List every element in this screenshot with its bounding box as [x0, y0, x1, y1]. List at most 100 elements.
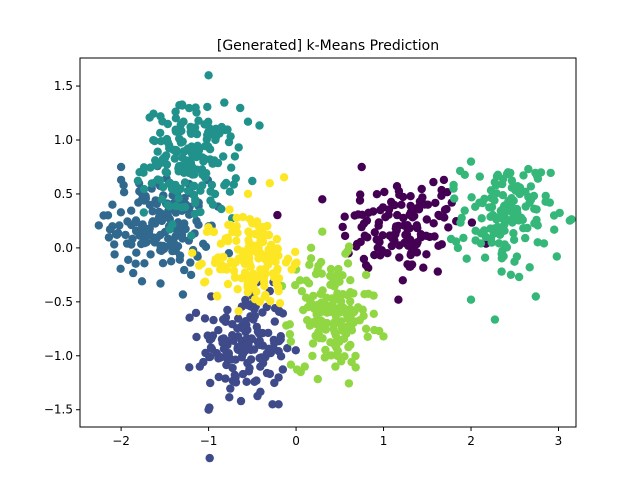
- scatter-point-cluster-5: [342, 309, 351, 319]
- scatter-point-cluster-4: [467, 193, 476, 202]
- scatter-point-cluster-0: [414, 205, 424, 214]
- scatter-point-cluster-5: [338, 271, 347, 280]
- scatter-point-cluster-4: [460, 170, 469, 179]
- x-tick-label: 3: [555, 434, 563, 448]
- scatter-point-cluster-5: [329, 319, 338, 328]
- scatter-point-cluster-5: [297, 287, 307, 296]
- scatter-point-cluster-4: [507, 176, 517, 185]
- scatter-point-cluster-6: [233, 228, 242, 238]
- scatter-point-cluster-1: [278, 309, 288, 318]
- scatter-point-cluster-3: [255, 121, 264, 130]
- scatter-point-cluster-1: [283, 344, 292, 353]
- scatter-point-cluster-6: [208, 227, 218, 236]
- scatter-point-cluster-0: [417, 184, 426, 194]
- scatter-point-cluster-6: [274, 251, 283, 260]
- scatter-point-cluster-5: [308, 351, 317, 361]
- scatter-point-cluster-2: [128, 234, 137, 243]
- scatter-point-cluster-6: [256, 228, 265, 237]
- scatter-point-cluster-1: [234, 314, 243, 323]
- scatter-point-cluster-0: [370, 228, 379, 237]
- y-tick-label: 1.0: [54, 133, 73, 147]
- scatter-point-cluster-6: [245, 215, 255, 224]
- scatter-point-cluster-4: [490, 315, 500, 324]
- scatter-point-cluster-3: [180, 202, 190, 212]
- scatter-point-cluster-0: [356, 237, 365, 247]
- y-tick-label: −1.0: [44, 349, 73, 363]
- scatter-point-cluster-4: [480, 253, 490, 262]
- scatter-point-cluster-6: [244, 227, 253, 236]
- scatter-point-cluster-4: [475, 172, 484, 181]
- scatter-point-cluster-1: [253, 391, 262, 401]
- data-points: [94, 71, 576, 463]
- scatter-point-cluster-0: [416, 233, 426, 242]
- scatter-point-cluster-4: [503, 168, 513, 177]
- scatter-point-cluster-5: [299, 305, 308, 315]
- scatter-point-cluster-1: [252, 376, 261, 385]
- scatter-point-cluster-1: [249, 345, 259, 354]
- y-tick-label: 1.5: [54, 79, 73, 93]
- scatter-point-cluster-0: [380, 187, 389, 197]
- scatter-point-cluster-4: [488, 210, 497, 220]
- scatter-point-cluster-2: [113, 228, 123, 238]
- scatter-point-cluster-1: [201, 348, 210, 358]
- scatter-point-cluster-3: [201, 142, 210, 151]
- scatter-point-cluster-0: [388, 231, 397, 240]
- scatter-point-cluster-4: [509, 235, 519, 244]
- scatter-point-cluster-5: [326, 271, 335, 281]
- scatter-point-cluster-3: [178, 101, 187, 110]
- scatter-point-cluster-3: [165, 202, 174, 211]
- x-tick-label: 1: [380, 434, 388, 448]
- scatter-point-cluster-4: [460, 206, 469, 215]
- scatter-point-cluster-6: [214, 253, 223, 262]
- scatter-point-cluster-5: [302, 276, 311, 285]
- scatter-point-cluster-5: [363, 332, 372, 341]
- scatter-point-cluster-1: [241, 295, 250, 305]
- scatter-point-cluster-0: [406, 192, 415, 201]
- scatter-point-cluster-0: [361, 261, 371, 270]
- scatter-point-cluster-3: [153, 147, 162, 156]
- scatter-point-cluster-5: [322, 351, 331, 360]
- scatter-point-cluster-3: [200, 154, 209, 164]
- scatter-point-cluster-1: [200, 314, 210, 323]
- scatter-point-cluster-4: [490, 196, 499, 205]
- scatter-point-cluster-4: [532, 215, 541, 225]
- scatter-point-cluster-5: [306, 243, 316, 252]
- scatter-point-cluster-2: [116, 264, 125, 273]
- scatter-point-cluster-3: [147, 179, 156, 188]
- scatter-point-cluster-0: [340, 212, 349, 221]
- scatter-point-cluster-3: [190, 209, 199, 219]
- scatter-point-cluster-2: [121, 230, 130, 240]
- scatter-point-cluster-2: [131, 216, 141, 225]
- scatter-point-cluster-6: [272, 266, 282, 275]
- scatter-point-cluster-4: [509, 229, 518, 238]
- scatter-point-cluster-3: [204, 117, 213, 127]
- scatter-point-cluster-5: [375, 326, 384, 336]
- scatter-point-cluster-0: [430, 232, 439, 241]
- scatter-point-cluster-5: [291, 281, 300, 290]
- scatter-point-cluster-5: [313, 374, 322, 384]
- scatter-point-cluster-2: [186, 258, 195, 267]
- scatter-point-cluster-2: [148, 207, 157, 216]
- scatter-point-cluster-3: [156, 137, 166, 146]
- scatter-point-cluster-4: [497, 228, 506, 237]
- scatter-point-cluster-6: [260, 255, 270, 264]
- scatter-point-cluster-2: [116, 162, 126, 172]
- scatter-point-cluster-6: [291, 247, 300, 257]
- scatter-point-cluster-1: [253, 327, 263, 336]
- scatter-point-cluster-2: [178, 290, 188, 299]
- scatter-point-cluster-4: [477, 214, 486, 223]
- scatter-point-cluster-5: [330, 282, 339, 291]
- scatter-point-cluster-5: [346, 276, 355, 285]
- scatter-point-cluster-5: [358, 305, 367, 314]
- scatter-point-cluster-4: [506, 270, 516, 279]
- x-tick-label: 2: [467, 434, 475, 448]
- scatter-point-cluster-1: [270, 317, 279, 326]
- scatter-point-cluster-0: [378, 231, 387, 240]
- scatter-point-cluster-6: [243, 275, 253, 284]
- scatter-point-cluster-5: [369, 291, 378, 300]
- scatter-point-cluster-0: [318, 195, 327, 204]
- scatter-point-cluster-4: [519, 171, 528, 180]
- scatter-point-cluster-0: [467, 218, 477, 227]
- scatter-point-cluster-3: [236, 103, 245, 113]
- scatter-point-cluster-1: [205, 453, 214, 463]
